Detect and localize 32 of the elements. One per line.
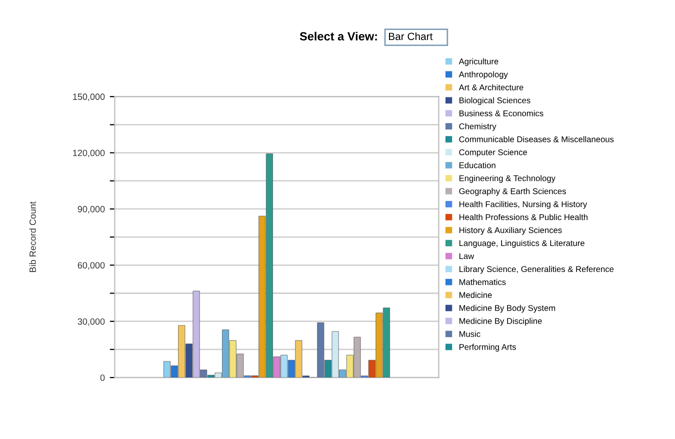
y-tick-label: 90,000 [78,206,105,214]
legend-label: Medicine By Body System [459,304,556,313]
legend-label: Medicine [459,292,492,298]
legend-label: Geography & Earth Sciences [459,188,566,196]
y-tick-label: 30,000 [78,318,105,326]
legend-label: Computer Science [459,149,527,157]
legend-label: Agriculture [458,58,498,66]
legend-label: Anthropology [458,71,508,79]
legend-label: Communicable Diseases & Miscellaneous [459,136,614,142]
legend-label: Art & Architecture [458,84,524,90]
legend-label: Chemistry [459,123,496,131]
legend-label: Library Science, Generalities & Reference [459,266,614,274]
chart-title: Select a View: [300,32,377,40]
legend-label: History & Auxiliary Sciences [459,226,562,235]
legend-label: Business & Economics [459,110,544,116]
legend-label: Engineering & Technology [459,175,556,183]
legend-label: Medicine By Discipline [459,318,542,326]
legend-label: Law [459,253,474,260]
legend-label: Health Professions & Public Health [459,214,588,220]
legend-label: Music [459,330,480,337]
y-tick-label: 120,000 [73,150,105,158]
y-tick-label: 150,000 [73,94,105,102]
legend-label: Performing Arts [459,344,516,352]
y-axis-title: Bib Record Count [29,201,36,272]
legend-label: Education [459,162,496,168]
y-tick-label: 60,000 [78,262,105,270]
legend-label: Language, Linguistics & Literature [459,240,584,248]
y-tick-label: 0 [100,374,105,381]
legend-label: Biological Sciences [459,97,530,105]
text: Bar Chart [388,32,433,40]
legend-label: Health Facilities, Nursing & History [459,201,588,209]
legend-label: Mathematics [459,278,506,286]
